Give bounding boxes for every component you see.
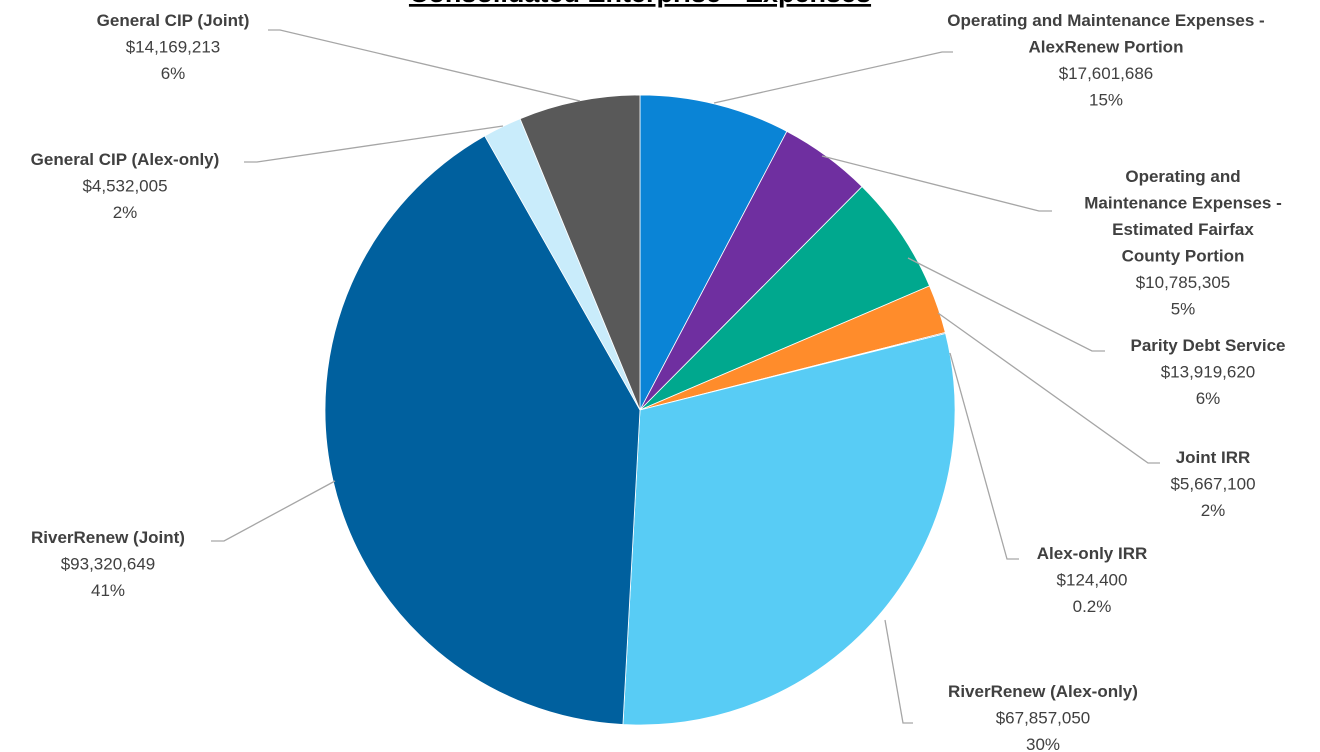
leader-line [884,619,913,724]
pie-slice [622,333,956,726]
data-label: RiverRenew (Alex-only) $67,857,050 30% [948,682,1138,752]
data-labels: Operating and Maintenance Expenses -Alex… [31,11,1286,752]
data-label: Joint IRR $5,667,100 2% [1170,448,1255,520]
pie-slice [639,94,788,411]
leader-line [821,155,1052,212]
data-label: General CIP (Joint) $14,169,213 6% [97,11,250,83]
data-label: General CIP (Alex-only) $4,532,005 2% [31,150,220,222]
pie-slice [639,186,931,411]
leader-line [937,312,1160,464]
data-label: Alex-only IRR $124,400 0.2% [1037,544,1148,616]
data-label: Parity Debt Service $13,919,620 6% [1131,336,1286,408]
leader-line [244,125,504,163]
leader-line [713,51,953,104]
leader-line [268,29,581,102]
pie-slices [324,94,956,726]
data-label: RiverRenew (Joint) $93,320,649 41% [31,528,185,600]
leader-line [907,257,1105,352]
data-label: Operating and Maintenance Expenses -Alex… [947,11,1264,110]
leader-line [211,480,336,542]
chart-title: Consolidated Enterprise - Expenses [409,0,871,8]
leader-line [949,352,1019,560]
data-label: Operating and Maintenance Expenses -Estim… [1084,167,1281,319]
leader-lines [211,29,1160,724]
